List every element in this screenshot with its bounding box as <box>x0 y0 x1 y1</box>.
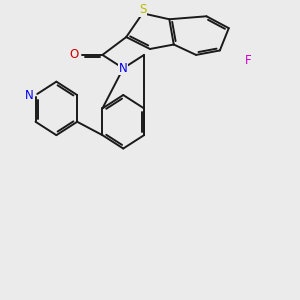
Text: F: F <box>245 54 252 68</box>
Text: O: O <box>69 48 78 62</box>
Text: S: S <box>139 3 146 16</box>
Text: N: N <box>119 62 128 75</box>
Text: N: N <box>25 88 33 101</box>
